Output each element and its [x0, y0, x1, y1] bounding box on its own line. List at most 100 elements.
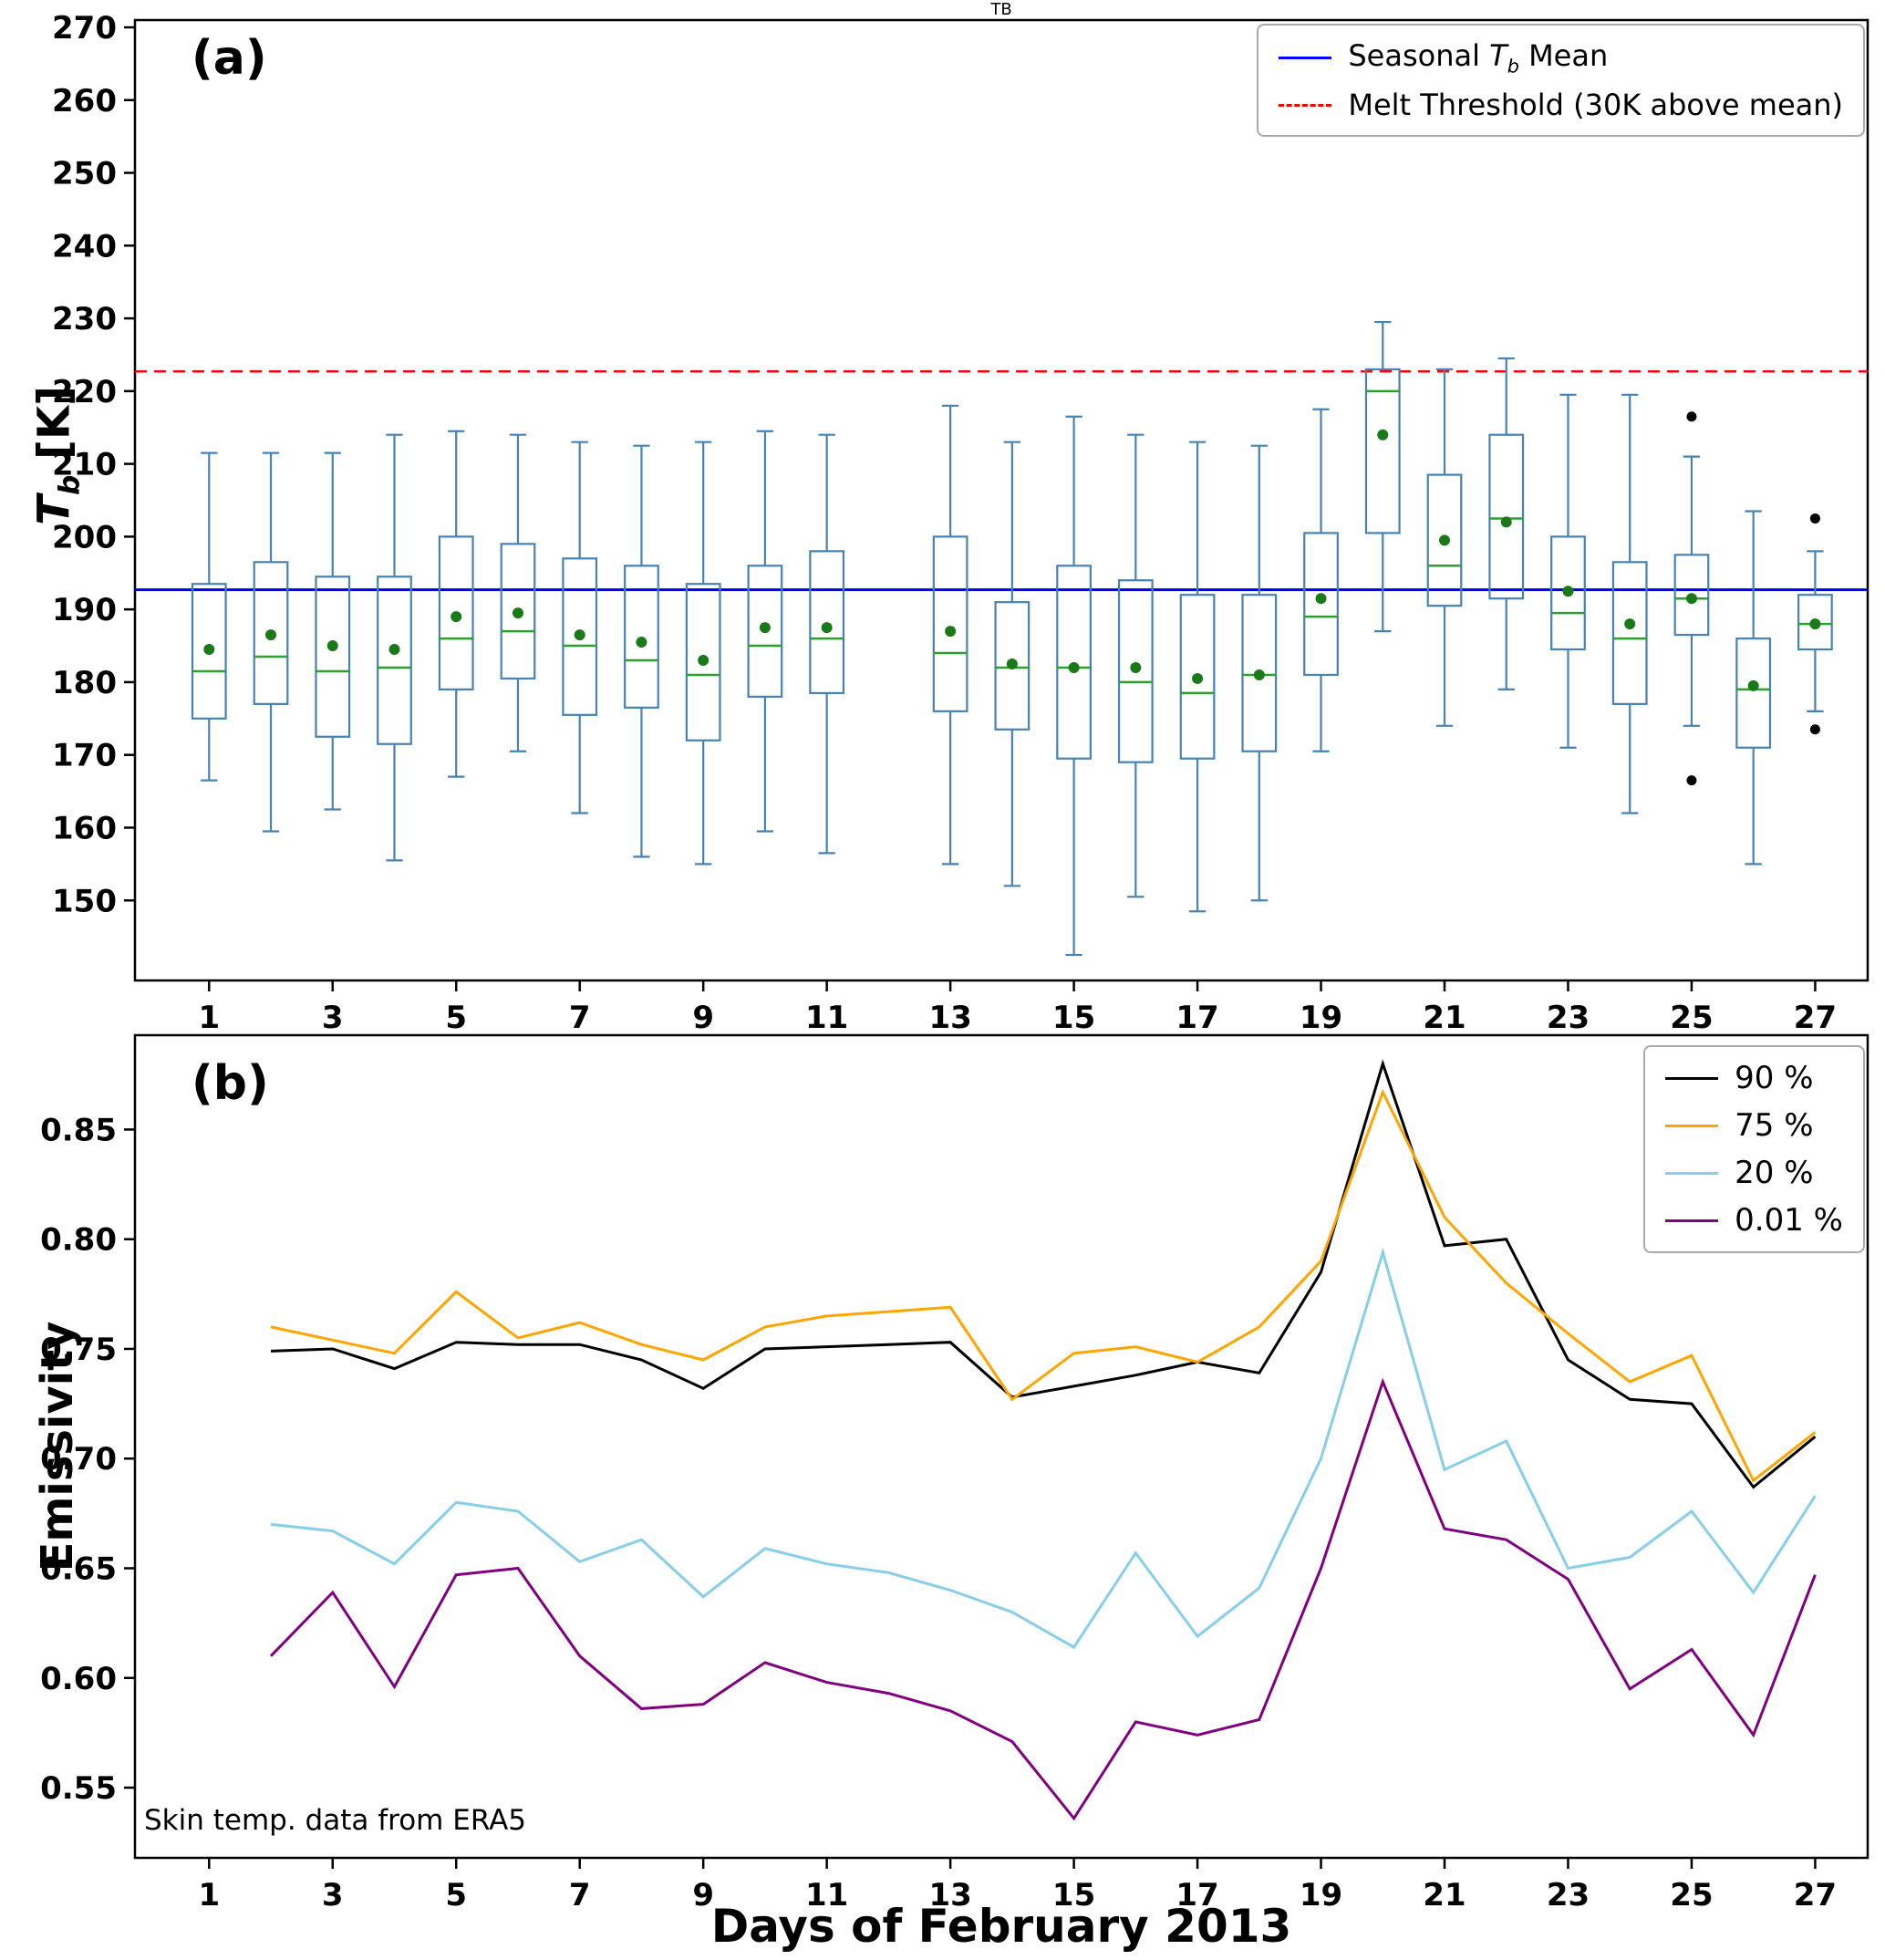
panel-b-label: (b) — [192, 1056, 269, 1111]
panel-a-legend: Seasonal Tb Mean Melt Threshold (30K abo… — [1257, 24, 1865, 138]
mean-dot — [821, 622, 833, 634]
y-tick-label: 190 — [52, 592, 117, 628]
legend-label-melt-threshold: Melt Threshold (30K above mean) — [1348, 88, 1843, 123]
y-tick-label: 240 — [52, 228, 117, 264]
x-tick-label: 13 — [928, 1877, 971, 1913]
box-day-9 — [685, 441, 721, 866]
iqr-box — [377, 576, 412, 745]
x-tick-label: 23 — [1547, 1000, 1590, 1036]
iqr-box — [809, 550, 845, 694]
box-day-17 — [1179, 441, 1216, 913]
legend-item-melt-threshold: Melt Threshold (30K above mean) — [1279, 88, 1843, 122]
iqr-box — [1241, 594, 1278, 752]
box-day-20 — [1364, 320, 1401, 633]
mean-dot — [1006, 658, 1018, 669]
y-tick-label: 180 — [52, 665, 117, 701]
x-tick-label: 11 — [805, 1877, 848, 1913]
x-tick-label: 17 — [1176, 1000, 1218, 1036]
box-day-8 — [624, 444, 659, 858]
iqr-box — [191, 583, 227, 720]
legend-item-90pct: 90 % — [1665, 1060, 1843, 1096]
y-tick-label: 0.85 — [40, 1112, 117, 1148]
iqr-box — [1303, 532, 1339, 677]
box-day-11 — [809, 433, 845, 855]
seasonal-mean-line-swatch — [1279, 56, 1332, 59]
x-tick-label: 21 — [1423, 1000, 1466, 1036]
series-line-90% — [270, 1059, 1817, 1489]
mean-dot — [759, 622, 771, 634]
mean-dot — [574, 629, 585, 641]
series-90pct-swatch — [1665, 1076, 1719, 1080]
y-tick-label: 250 — [52, 156, 117, 192]
iqr-box — [1550, 535, 1586, 651]
box-day-2 — [253, 451, 289, 833]
panel-a-axes: 150 160 170 180 190 200 210 220 230 240 250 260 270 1… — [52, 10, 1869, 1036]
mean-dot — [1685, 593, 1697, 605]
iqr-box — [253, 561, 289, 705]
legend-label-20pct: 20 % — [1735, 1155, 1814, 1191]
outlier-dot — [1686, 411, 1697, 422]
mean-dot — [945, 626, 957, 638]
outlier-dot — [1809, 513, 1820, 524]
iqr-box — [624, 565, 659, 709]
x-tick-label: 7 — [569, 1877, 591, 1913]
iqr-box — [1488, 433, 1525, 600]
x-tick-label: 3 — [322, 1877, 344, 1913]
iqr-box — [932, 535, 968, 712]
mean-dot — [265, 629, 277, 641]
x-tick-label: 5 — [445, 1000, 467, 1036]
figure-title: TB — [990, 0, 1012, 19]
box-day-23 — [1550, 393, 1586, 749]
mean-dot — [1130, 661, 1142, 673]
box-day-4 — [377, 433, 412, 862]
outlier-dot — [1686, 775, 1697, 786]
box-day-18 — [1241, 444, 1278, 902]
box-day-15 — [1056, 415, 1092, 957]
legend-item-20pct: 20 % — [1665, 1155, 1843, 1191]
iqr-box — [562, 557, 598, 716]
iqr-box — [1797, 594, 1833, 651]
era5-annotation: Skin temp. data from ERA5 — [144, 1804, 527, 1837]
series-001pct-swatch — [1665, 1219, 1719, 1222]
x-tick-label: 19 — [1300, 1000, 1342, 1036]
x-tick-label: 27 — [1794, 1000, 1837, 1036]
mean-dot — [1747, 679, 1759, 691]
box-day-13 — [932, 404, 968, 866]
box-day-26 — [1735, 510, 1772, 866]
panel-b-ylabel: Emissivity — [32, 1321, 83, 1572]
series-line-20% — [270, 1247, 1817, 1650]
mean-dot — [1192, 672, 1204, 684]
mean-dot — [1253, 669, 1265, 680]
y-tick-label: 0.60 — [40, 1661, 117, 1697]
box-day-22 — [1488, 357, 1525, 691]
ylabel-a-unit: [K] — [28, 385, 80, 475]
box-day-19 — [1303, 408, 1339, 752]
iqr-box — [438, 535, 474, 691]
mean-dot — [636, 637, 647, 648]
y-tick-label: 0.80 — [40, 1222, 117, 1259]
y-tick-label: 260 — [52, 83, 117, 119]
series-20pct-swatch — [1665, 1171, 1719, 1175]
y-tick-label: 0.55 — [40, 1770, 117, 1807]
legend-mean-pre: Seasonal — [1348, 38, 1490, 73]
series-line-0.01% — [269, 1377, 1817, 1821]
x-tick-label: 7 — [569, 1000, 591, 1036]
melt-threshold-line-swatch — [1279, 103, 1332, 107]
legend-mean-symbol: T — [1489, 38, 1507, 73]
box-day-7 — [562, 441, 598, 814]
y-tick-label: 230 — [52, 301, 117, 337]
x-tick-label: 23 — [1547, 1877, 1590, 1913]
box-day-5 — [438, 430, 474, 778]
iqr-box — [994, 601, 1031, 731]
y-tick-label: 0.70 — [40, 1441, 117, 1478]
box-day-25 — [1673, 411, 1710, 786]
x-tick-label: 25 — [1670, 1877, 1713, 1913]
box-day-14 — [994, 441, 1031, 887]
panel-b-axes: 0.550.600.650.700.750.800.851 3 5 7 9 11 13 15 1… — [40, 1033, 1869, 1913]
mean-dot — [1562, 586, 1574, 597]
x-tick-label: 5 — [445, 1877, 467, 1913]
x-tick-label: 17 — [1176, 1877, 1218, 1913]
box-day-1 — [191, 451, 227, 782]
